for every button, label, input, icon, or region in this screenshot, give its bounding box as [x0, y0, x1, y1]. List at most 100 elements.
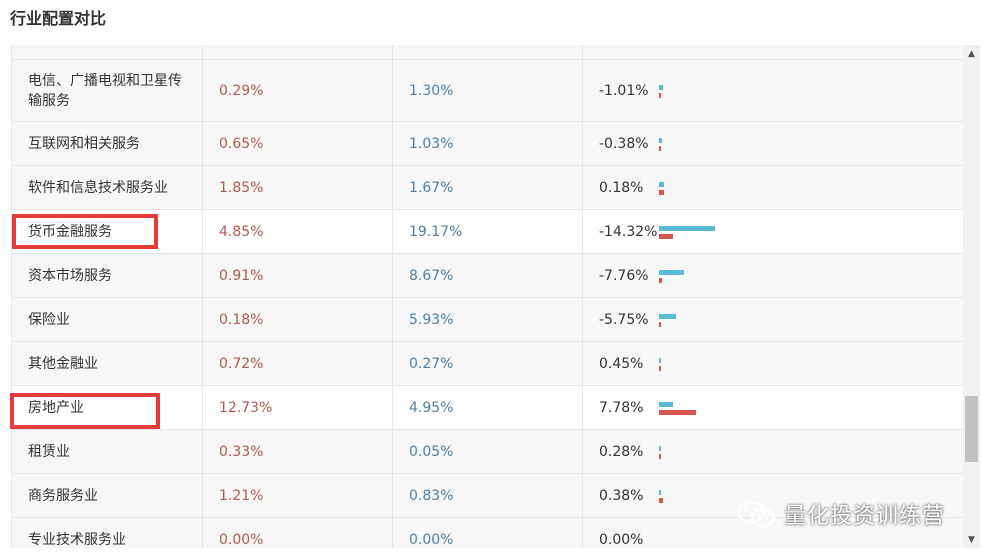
- watermark: 量化投资训练营: [736, 498, 945, 530]
- table-cell: [12, 45, 203, 59]
- fund-weight-cell-text: 0.29%: [219, 82, 264, 99]
- industry-table: 电信、广播电视和卫星传 输服务 0.29% 1.30% -1.01% 互联网和相关服务 0…: [11, 45, 964, 548]
- comparison-bars: [659, 60, 779, 121]
- industry-name-cell: 其他金融业: [12, 342, 203, 385]
- industry-name-cell-text: 房地产业: [28, 399, 84, 416]
- benchmark-bar: [659, 314, 677, 319]
- benchmark-weight-cell: 1.03%: [393, 122, 583, 165]
- benchmark-weight-cell: 0.00%: [393, 518, 583, 548]
- fund-weight-cell: 0.72%: [203, 342, 393, 385]
- section-title: 行业配置对比: [10, 9, 107, 28]
- weight-diff-cell-text: -1.01%: [599, 82, 649, 99]
- weight-diff-cell-text: -5.75%: [599, 311, 649, 328]
- benchmark-weight-cell: 5.93%: [393, 298, 583, 341]
- benchmark-weight-cell: 1.67%: [393, 166, 583, 209]
- table-row: 房地产业 12.73% 4.95% 7.78%: [12, 386, 964, 430]
- fund-weight-cell-text: 0.91%: [219, 267, 264, 284]
- table-row: 保险业 0.18% 5.93% -5.75%: [12, 298, 964, 342]
- comparison-bars: [659, 342, 779, 385]
- table-row: 租赁业 0.33% 0.05% 0.28%: [12, 430, 964, 474]
- weight-diff-cell: -5.75%: [583, 298, 964, 341]
- benchmark-bar: [659, 358, 661, 363]
- table-cell: [583, 45, 964, 59]
- fund-bar: [659, 93, 661, 98]
- benchmark-weight-cell-text: 0.05%: [409, 443, 454, 460]
- fund-weight-cell-text: 0.65%: [219, 135, 264, 152]
- weight-diff-cell: 7.78%: [583, 386, 964, 429]
- fund-weight-cell: 0.91%: [203, 254, 393, 297]
- arrow-up-icon[interactable]: ▲: [968, 48, 975, 59]
- comparison-bars: [659, 210, 779, 253]
- fund-weight-cell: 1.85%: [203, 166, 393, 209]
- weight-diff-cell: -14.32%: [583, 210, 964, 253]
- weight-diff-cell: -1.01%: [583, 60, 964, 121]
- weight-diff-cell-text: 0.18%: [599, 179, 644, 196]
- comparison-bars: [659, 122, 779, 165]
- benchmark-weight-cell-text: 8.67%: [409, 267, 454, 284]
- weight-diff-cell: 0.18%: [583, 166, 964, 209]
- weight-diff-cell-text: -7.76%: [599, 267, 649, 284]
- industry-name-cell-text: 其他金融业: [28, 355, 98, 372]
- benchmark-weight-cell: 0.83%: [393, 474, 583, 517]
- comparison-bars: [659, 166, 779, 209]
- fund-weight-cell-text: 0.33%: [219, 443, 264, 460]
- fund-weight-cell: 0.33%: [203, 430, 393, 473]
- scrollbar-thumb[interactable]: [965, 396, 978, 462]
- benchmark-weight-cell-text: 0.00%: [409, 531, 454, 548]
- benchmark-bar: [659, 85, 663, 90]
- fund-bar: [659, 322, 661, 327]
- benchmark-bar: [659, 138, 662, 143]
- weight-diff-cell: 0.28%: [583, 430, 964, 473]
- table-row-partial: [12, 45, 964, 60]
- benchmark-bar: [659, 402, 674, 407]
- fund-weight-cell: 12.73%: [203, 386, 393, 429]
- highlight-box: [12, 214, 158, 249]
- benchmark-weight-cell-text: 0.83%: [409, 487, 454, 504]
- weight-diff-cell-text: 0.45%: [599, 355, 644, 372]
- industry-name-cell-text: 专业技术服务业: [28, 531, 126, 548]
- highlight-box: [10, 393, 160, 429]
- weight-diff-cell-text: -0.38%: [599, 135, 649, 152]
- industry-name-cell-text: 商务服务业: [28, 487, 98, 504]
- fund-bar: [659, 454, 661, 459]
- table-row: 电信、广播电视和卫星传 输服务 0.29% 1.30% -1.01%: [12, 60, 964, 122]
- industry-name-cell: 专业技术服务业: [12, 518, 203, 548]
- vertical-scrollbar[interactable]: ▲ ▼: [963, 45, 980, 548]
- table-row: 专业技术服务业 0.00% 0.00% 0.00%: [12, 518, 964, 548]
- industry-name-cell-text: 资本市场服务: [28, 267, 112, 284]
- table-row: 货币金融服务 4.85% 19.17% -14.32%: [12, 210, 964, 254]
- fund-weight-cell-text: 1.85%: [219, 179, 264, 196]
- weight-diff-cell: -0.38%: [583, 122, 964, 165]
- weight-diff-cell-text: -14.32%: [599, 223, 658, 240]
- arrow-down-icon[interactable]: ▼: [968, 534, 975, 545]
- industry-name-cell: 电信、广播电视和卫星传 输服务: [12, 60, 203, 121]
- comparison-bars: [659, 386, 779, 429]
- fund-bar: [659, 366, 662, 371]
- fund-bar: [659, 498, 663, 503]
- watermark-text: 量化投资训练营: [784, 504, 946, 529]
- weight-diff-cell-text: 0.28%: [599, 443, 644, 460]
- fund-bar: [659, 146, 661, 151]
- table-row: 互联网和相关服务 0.65% 1.03% -0.38%: [12, 122, 964, 166]
- industry-name-cell-text: 租赁业: [28, 443, 70, 460]
- industry-name-cell: 资本市场服务: [12, 254, 203, 297]
- benchmark-bar: [659, 490, 662, 495]
- benchmark-weight-cell-text: 0.27%: [409, 355, 454, 372]
- weight-diff-cell: -7.76%: [583, 254, 964, 297]
- industry-name-cell: 互联网和相关服务: [12, 122, 203, 165]
- fund-weight-cell: 0.18%: [203, 298, 393, 341]
- benchmark-bar: [659, 182, 664, 187]
- industry-name-cell: 商务服务业: [12, 474, 203, 517]
- weight-diff-cell-text: 0.00%: [599, 531, 644, 548]
- fund-weight-cell: 0.65%: [203, 122, 393, 165]
- table-row: 资本市场服务 0.91% 8.67% -7.76%: [12, 254, 964, 298]
- comparison-bars: [659, 254, 779, 297]
- fund-weight-cell-text: 0.00%: [219, 531, 264, 548]
- wechat-icon: [736, 500, 776, 528]
- benchmark-weight-cell: 4.95%: [393, 386, 583, 429]
- benchmark-weight-cell-text: 4.95%: [409, 399, 454, 416]
- table-row: 其他金融业 0.72% 0.27% 0.45%: [12, 342, 964, 386]
- benchmark-weight-cell-text: 1.67%: [409, 179, 454, 196]
- weight-diff-cell-text: 7.78%: [599, 399, 644, 416]
- weight-diff-cell: 0.00%: [583, 518, 964, 548]
